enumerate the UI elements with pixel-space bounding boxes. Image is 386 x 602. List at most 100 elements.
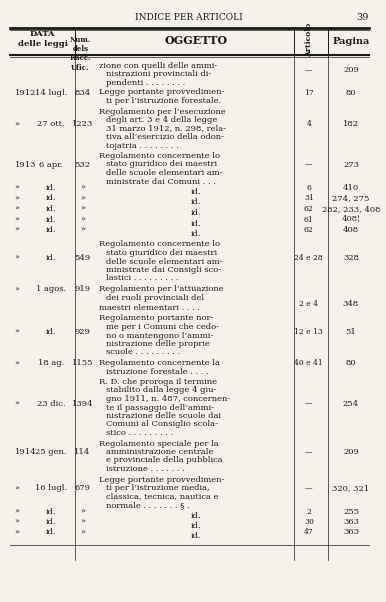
Text: »: » [15, 507, 20, 515]
Text: delle scuole elementari am-: delle scuole elementari am- [106, 169, 222, 177]
Text: id.: id. [191, 522, 201, 530]
Text: te il passaggio dell’ammi-: te il passaggio dell’ammi- [106, 403, 214, 412]
Text: 363: 363 [343, 529, 359, 536]
Text: 254: 254 [343, 400, 359, 408]
Text: 6: 6 [306, 184, 311, 192]
Text: pendenti . . . . . . . .: pendenti . . . . . . . . [106, 79, 185, 87]
Text: nistrazioni provinciali di-: nistrazioni provinciali di- [106, 70, 211, 78]
Text: »: » [15, 529, 20, 536]
Text: »: » [80, 529, 85, 536]
Text: —: — [305, 484, 313, 492]
Text: 51: 51 [345, 327, 356, 335]
Text: »: » [15, 216, 20, 223]
Text: id.: id. [46, 507, 56, 515]
Text: id.: id. [46, 226, 56, 234]
Text: 1912: 1912 [15, 88, 36, 97]
Text: Articolo: Articolo [305, 23, 313, 57]
Text: 209: 209 [343, 66, 359, 75]
Text: nistrazione delle scuole dai: nistrazione delle scuole dai [106, 412, 221, 420]
Text: —: — [305, 448, 313, 456]
Text: 27 ott.: 27 ott. [37, 120, 65, 128]
Text: 80: 80 [346, 88, 356, 97]
Text: degli art. 3 e 4 della legge: degli art. 3 e 4 della legge [106, 116, 217, 124]
Text: »: » [15, 194, 20, 202]
Text: id.: id. [46, 205, 56, 213]
Text: »: » [80, 205, 85, 213]
Text: »: » [15, 359, 20, 367]
Text: id.: id. [191, 188, 201, 196]
Text: Regolamento portante nor-: Regolamento portante nor- [99, 314, 213, 323]
Text: »: » [80, 507, 85, 515]
Text: zione con quelli delle ammi-: zione con quelli delle ammi- [99, 62, 217, 70]
Text: 39: 39 [357, 13, 369, 22]
Text: DATA
delle leggi: DATA delle leggi [18, 30, 68, 48]
Text: Legge portante provvedimen-: Legge portante provvedimen- [99, 88, 224, 96]
Text: 1913: 1913 [15, 161, 36, 169]
Text: tojatria . . . . . . . .: tojatria . . . . . . . . [106, 141, 179, 149]
Text: 62: 62 [304, 205, 314, 213]
Text: 2: 2 [306, 507, 311, 515]
Text: ti per l’istruzione media,: ti per l’istruzione media, [106, 484, 210, 492]
Text: 282, 233, 408: 282, 233, 408 [322, 205, 380, 213]
Text: OGGETTO: OGGETTO [164, 36, 228, 46]
Text: id.: id. [191, 199, 201, 206]
Text: id.: id. [46, 216, 56, 223]
Text: gno 1911, n. 487, concernen-: gno 1911, n. 487, concernen- [106, 395, 230, 403]
Text: 31: 31 [304, 194, 314, 202]
Text: »: » [15, 400, 20, 408]
Text: tiva all’esercizio della odon-: tiva all’esercizio della odon- [106, 133, 224, 141]
Text: 274, 275: 274, 275 [332, 194, 370, 202]
Text: »: » [15, 120, 20, 128]
Text: »: » [15, 484, 20, 492]
Text: me per i Comuni che cedo-: me per i Comuni che cedo- [106, 323, 219, 331]
Text: 2 e 4: 2 e 4 [299, 300, 318, 308]
Text: stabilito dalla legge 4 giu-: stabilito dalla legge 4 giu- [106, 386, 216, 394]
Text: »: » [15, 285, 20, 293]
Text: R. D. che proroga il termine: R. D. che proroga il termine [99, 378, 217, 386]
Text: ministrate dai Comuni . . .: ministrate dai Comuni . . . [106, 178, 216, 185]
Text: 40 e 41: 40 e 41 [295, 359, 323, 367]
Text: Num.
dels
Racc.
Ufic.: Num. dels Racc. Ufic. [69, 36, 91, 72]
Text: 255: 255 [343, 507, 359, 515]
Text: id.: id. [46, 529, 56, 536]
Text: 532: 532 [74, 161, 90, 169]
Text: Regolamento concernente la: Regolamento concernente la [99, 359, 220, 367]
Text: 23 dic.: 23 dic. [37, 400, 65, 408]
Text: 929: 929 [74, 327, 90, 335]
Text: Legge portante provvedimen-: Legge portante provvedimen- [99, 476, 224, 483]
Text: Regolamento concernente lo: Regolamento concernente lo [99, 152, 220, 160]
Text: Regolamento speciale per la: Regolamento speciale per la [99, 439, 218, 447]
Text: 1914: 1914 [15, 448, 36, 456]
Text: ti per l’istruzione forestale.: ti per l’istruzione forestale. [106, 97, 221, 105]
Text: 80: 80 [346, 359, 356, 367]
Text: id.: id. [46, 253, 56, 261]
Text: stico . . . . . . . . .: stico . . . . . . . . . [106, 429, 173, 437]
Text: 1223: 1223 [72, 120, 93, 128]
Text: 328: 328 [343, 253, 359, 261]
Text: delle scuole elementari am-: delle scuole elementari am- [106, 258, 222, 265]
Text: ministrate dai Consigli sco-: ministrate dai Consigli sco- [106, 266, 221, 274]
Text: no o mantengono l’ammi-: no o mantengono l’ammi- [106, 332, 213, 340]
Text: nistrazione delle proprie: nistrazione delle proprie [106, 340, 210, 348]
Text: 6 apr.: 6 apr. [39, 161, 63, 169]
Text: »: » [15, 205, 20, 213]
Text: e provinciale della pubblica: e provinciale della pubblica [106, 456, 222, 465]
Text: id.: id. [191, 512, 201, 520]
Text: 12 e 13: 12 e 13 [295, 327, 323, 335]
Text: 410: 410 [343, 184, 359, 192]
Text: »: » [80, 194, 85, 202]
Text: id.: id. [46, 327, 56, 335]
Text: 182: 182 [343, 120, 359, 128]
Text: normale . . . . . . . § .: normale . . . . . . . § . [106, 501, 190, 509]
Text: id.: id. [191, 209, 201, 217]
Text: 919: 919 [74, 285, 90, 293]
Text: maestri elementari . . . .: maestri elementari . . . . [99, 304, 200, 312]
Text: id.: id. [191, 533, 201, 541]
Text: 31 marzo 1912, n. 298, rela-: 31 marzo 1912, n. 298, rela- [106, 125, 226, 132]
Text: INDICE PER ARTICOLI: INDICE PER ARTICOLI [135, 13, 243, 22]
Text: 209: 209 [343, 448, 359, 456]
Text: Regolamento per l’esecuzione: Regolamento per l’esecuzione [99, 108, 226, 116]
Text: »: » [15, 253, 20, 261]
Text: Pagina: Pagina [332, 37, 370, 46]
Text: »: » [15, 226, 20, 234]
